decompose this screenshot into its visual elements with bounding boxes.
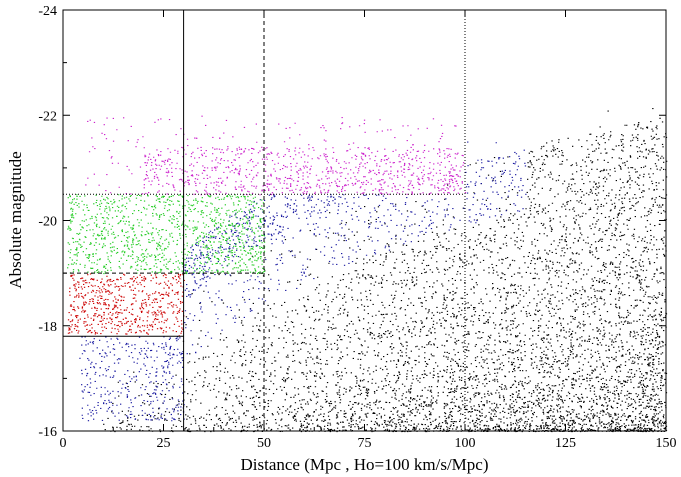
series-points [67,273,185,337]
reference-lines [63,10,466,431]
y-tick-label: -16 [38,425,57,440]
x-tick-label: 50 [257,436,271,451]
y-tick-label: -20 [38,215,57,230]
x-axis-label: Distance (Mpc , Ho=100 km/s/Mpc) [240,455,488,474]
axis-ticks: 0 25 50 75 100 125 150 -16 -18 -20 -22 -24 [38,4,676,451]
plot-background [63,10,666,431]
scatter-points [67,108,668,433]
y-tick-label: -18 [38,320,57,335]
x-tick-label: 75 [358,436,372,451]
y-tick-label: -24 [38,4,57,19]
y-tick-label: -22 [38,109,57,124]
point-cloud [67,273,185,337]
x-tick-label: 150 [656,436,677,451]
x-tick-label: 0 [60,436,67,451]
y-axis-label: Absolute magnitude [6,151,25,288]
x-tick-label: 100 [455,436,476,451]
x-tick-label: 125 [555,436,576,451]
x-tick-label: 25 [157,436,171,451]
